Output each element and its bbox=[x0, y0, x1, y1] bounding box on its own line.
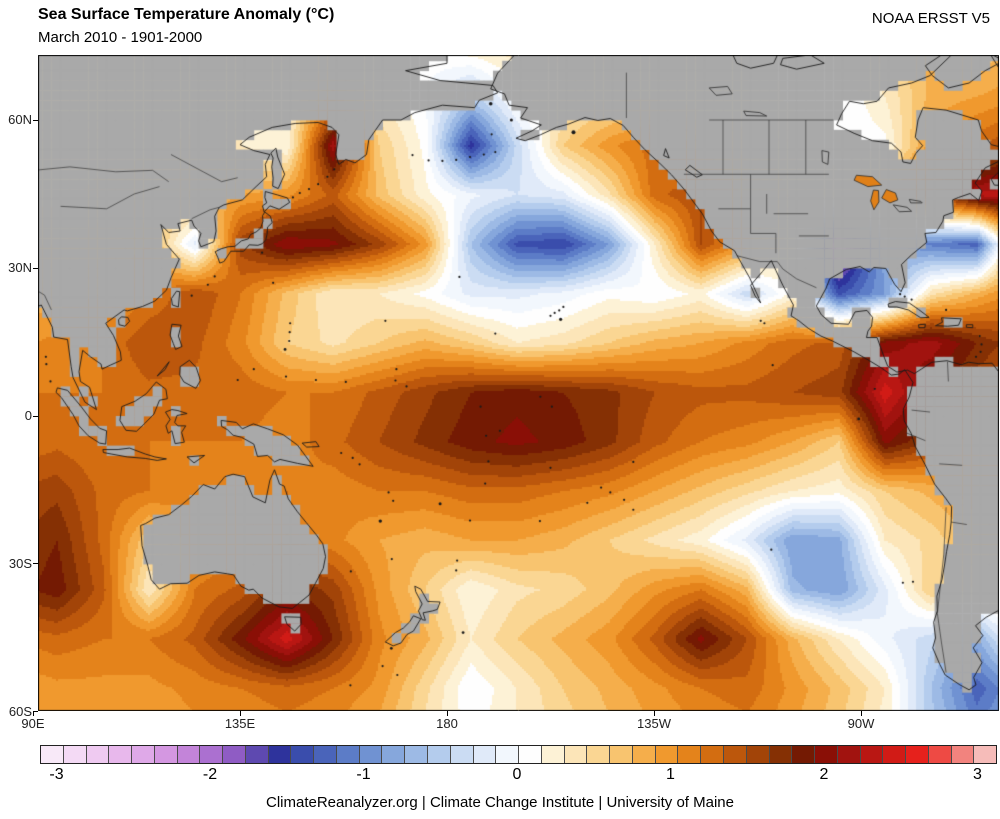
colorbar-cell bbox=[928, 746, 952, 763]
colorbar-cell bbox=[223, 746, 246, 763]
lat-axis-tick bbox=[33, 711, 38, 713]
colorbar-cell bbox=[701, 746, 724, 763]
colorbar-cell bbox=[200, 746, 224, 763]
colorbar-cell bbox=[837, 746, 861, 763]
lat-axis-label: 30S bbox=[8, 555, 32, 571]
colorbar-cell bbox=[154, 746, 178, 763]
colorbar-cell bbox=[63, 746, 87, 763]
page-subtitle: March 2010 - 1901-2000 bbox=[38, 29, 203, 46]
colorbar-tick-label: 3 bbox=[973, 766, 982, 783]
colorbar-cell bbox=[723, 746, 747, 763]
colorbar-tick-label: 1 bbox=[666, 766, 675, 783]
colorbar-tick-label: -3 bbox=[49, 766, 64, 783]
colorbar-cell bbox=[41, 746, 64, 763]
lat-axis-tick bbox=[33, 415, 38, 417]
colorbar-cell bbox=[610, 746, 633, 763]
lat-axis-label: 60N bbox=[8, 112, 32, 127]
colorbar-cell bbox=[974, 746, 997, 763]
colorbar-cell bbox=[336, 746, 360, 763]
colorbar-cell bbox=[906, 746, 929, 763]
lat-axis-tick bbox=[33, 563, 38, 565]
colorbar-cell bbox=[177, 746, 201, 763]
lat-axis-label: 0 bbox=[24, 408, 32, 423]
colorbar-cell bbox=[473, 746, 497, 763]
colorbar-cell bbox=[746, 746, 770, 763]
colorbar-cell bbox=[291, 746, 315, 763]
dataset-source-label: NOAA ERSST V5 bbox=[871, 10, 990, 27]
colorbar-cell bbox=[792, 746, 816, 763]
colorbar-cell bbox=[769, 746, 793, 763]
colorbar-cell bbox=[359, 746, 383, 763]
lat-axis-label: 60S bbox=[8, 703, 32, 719]
colorbar-cell bbox=[883, 746, 907, 763]
colorbar-cell bbox=[519, 746, 542, 763]
colorbar-cell bbox=[405, 746, 429, 763]
colorbar-cell bbox=[86, 746, 110, 763]
lon-axis-label: 135W bbox=[637, 716, 671, 731]
colorbar-cell bbox=[314, 746, 337, 763]
colorbar-cell bbox=[428, 746, 451, 763]
colorbar-cell bbox=[632, 746, 656, 763]
colorbar-cell bbox=[268, 746, 292, 763]
colorbar-cell bbox=[678, 746, 702, 763]
colorbar-cell bbox=[815, 746, 838, 763]
page-title: Sea Surface Temperature Anomaly (°C) bbox=[38, 6, 335, 23]
lat-axis-label: 30N bbox=[8, 260, 32, 275]
lon-axis-label: 90W bbox=[847, 716, 875, 731]
colorbar-cell bbox=[951, 746, 975, 763]
colorbar-cell bbox=[587, 746, 611, 763]
colorbar-cell bbox=[109, 746, 133, 763]
colorbar-tick-label: -2 bbox=[202, 766, 218, 783]
lon-axis-tick bbox=[32, 711, 34, 716]
lon-axis-tick bbox=[239, 711, 241, 716]
colorbar-tick-label: -1 bbox=[356, 766, 371, 783]
colorbar-cell bbox=[860, 746, 884, 763]
colorbar-cell bbox=[245, 746, 269, 763]
lon-axis-label: 135E bbox=[224, 716, 256, 731]
colorbar-cell bbox=[564, 746, 588, 763]
lon-axis-tick bbox=[860, 711, 862, 716]
sst-anomaly-map-canvas bbox=[38, 55, 999, 711]
lon-axis-tick bbox=[446, 711, 448, 716]
colorbar-cell bbox=[450, 746, 474, 763]
footer-credit: ClimateReanalyzer.org | Climate Change I… bbox=[266, 794, 734, 811]
lon-axis-label: 180 bbox=[436, 716, 458, 731]
lon-axis-label: 90E bbox=[21, 716, 45, 731]
colorbar-cell bbox=[382, 746, 406, 763]
colorbar-cell bbox=[655, 746, 679, 763]
colorbar-tick-label: 0 bbox=[512, 766, 522, 783]
lon-axis-tick bbox=[653, 711, 655, 716]
colorbar bbox=[40, 745, 997, 764]
lat-axis-tick bbox=[33, 119, 38, 121]
colorbar-cell bbox=[541, 746, 565, 763]
lat-axis-tick bbox=[33, 267, 38, 269]
colorbar-cell bbox=[496, 746, 520, 763]
colorbar-tick-label: 2 bbox=[819, 766, 829, 783]
map-area bbox=[38, 55, 999, 711]
colorbar-cell bbox=[132, 746, 155, 763]
